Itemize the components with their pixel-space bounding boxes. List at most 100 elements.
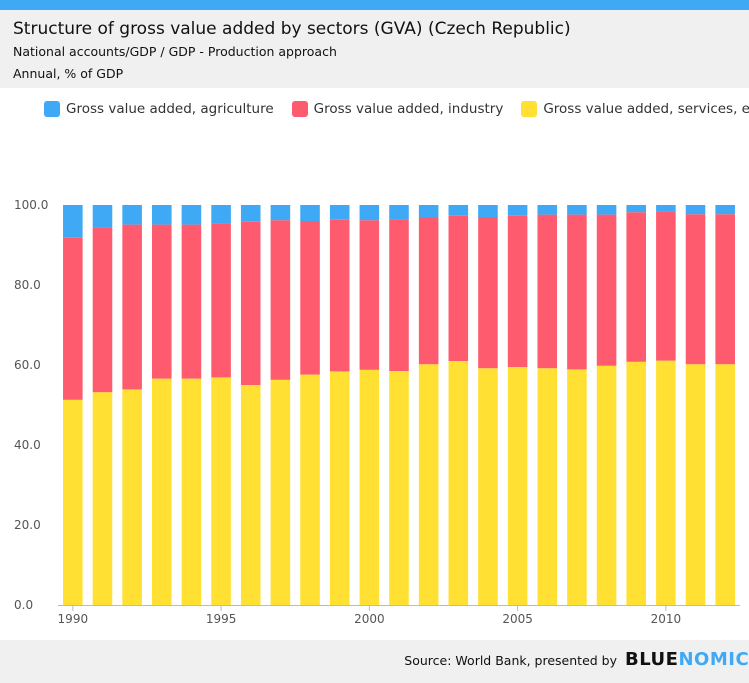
- source-credit: Source: World Bank, presented by: [404, 653, 617, 668]
- bar-services-1994[interactable]: [181, 378, 202, 605]
- bar-agriculture-2006[interactable]: [537, 205, 558, 215]
- y-tick-label: 20.0: [14, 518, 41, 532]
- bar-services-1995[interactable]: [211, 377, 231, 605]
- chart-subtitle: National accounts/GDP / GDP - Production…: [13, 44, 337, 59]
- y-tick-label: 80.0: [14, 278, 41, 292]
- bar-agriculture-1992[interactable]: [122, 205, 142, 225]
- bar-industry-1992[interactable]: [122, 224, 142, 390]
- bluenomics-logo[interactable]: BLUENOMICS: [625, 649, 749, 670]
- bar-industry-2010[interactable]: [656, 211, 676, 361]
- top-accent-bar: [0, 0, 749, 10]
- bar-agriculture-2011[interactable]: [685, 205, 706, 215]
- bar-services-1997[interactable]: [270, 379, 291, 605]
- bar-industry-2011[interactable]: [685, 214, 706, 365]
- bar-agriculture-1999[interactable]: [329, 205, 350, 220]
- chart-title: Structure of gross value added by sector…: [13, 19, 571, 39]
- bar-agriculture-2001[interactable]: [389, 205, 409, 220]
- x-tick-label: 1995: [206, 612, 237, 626]
- bar-industry-1993[interactable]: [152, 224, 172, 379]
- legend-label-industry: Gross value added, industry: [313, 101, 504, 117]
- x-tick-label: 2010: [651, 612, 682, 626]
- bar-services-2001[interactable]: [389, 371, 409, 605]
- bar-agriculture-2005[interactable]: [507, 205, 528, 216]
- bar-industry-2009[interactable]: [626, 212, 646, 362]
- bar-agriculture-2009[interactable]: [626, 205, 646, 213]
- bar-industry-1998[interactable]: [300, 221, 320, 375]
- bar-services-2006[interactable]: [537, 368, 558, 605]
- legend-swatch-industry: [291, 101, 308, 117]
- bar-services-2000[interactable]: [359, 369, 380, 605]
- bar-services-2010[interactable]: [656, 360, 676, 605]
- legend-item-services[interactable]: Gross value added, services, etc.: [521, 101, 749, 117]
- bar-agriculture-1991[interactable]: [92, 205, 113, 228]
- y-tick-label: 60.0: [14, 358, 41, 372]
- bar-agriculture-1998[interactable]: [300, 205, 320, 221]
- bar-services-1996[interactable]: [240, 385, 261, 605]
- chart-header: Structure of gross value added by sector…: [0, 10, 749, 88]
- chart-unit-subtitle: Annual, % of GDP: [13, 66, 124, 81]
- bar-industry-2008[interactable]: [596, 214, 617, 366]
- bar-industry-2006[interactable]: [537, 214, 558, 369]
- bar-agriculture-1990[interactable]: [63, 205, 83, 238]
- bar-agriculture-2007[interactable]: [567, 205, 587, 215]
- bar-services-1991[interactable]: [92, 392, 113, 605]
- bar-industry-2001[interactable]: [389, 219, 409, 371]
- bar-services-2005[interactable]: [507, 367, 528, 605]
- bar-services-2012[interactable]: [715, 364, 735, 605]
- bar-agriculture-2002[interactable]: [418, 205, 439, 217]
- y-tick-label: 0.0: [14, 598, 33, 612]
- bar-agriculture-2000[interactable]: [359, 205, 380, 221]
- chart-footer: Source: World Bank, presented by BLUENOM…: [0, 640, 749, 683]
- bar-industry-1994[interactable]: [181, 224, 202, 379]
- bar-agriculture-1997[interactable]: [270, 205, 291, 221]
- bar-agriculture-1993[interactable]: [152, 205, 172, 225]
- chart-legend: Gross value added, agriculture Gross val…: [44, 99, 749, 119]
- bar-agriculture-2004[interactable]: [478, 205, 498, 217]
- logo-part-nomics: NOMICS: [678, 649, 749, 670]
- bar-industry-1995[interactable]: [211, 223, 231, 378]
- legend-item-industry[interactable]: Gross value added, industry: [291, 101, 504, 117]
- bar-services-2011[interactable]: [685, 364, 706, 605]
- x-tick-label: 2005: [502, 612, 533, 626]
- legend-swatch-agriculture: [44, 101, 60, 117]
- bar-industry-2012[interactable]: [715, 214, 735, 365]
- bar-industry-1999[interactable]: [329, 219, 350, 372]
- bar-industry-2004[interactable]: [478, 217, 498, 369]
- bar-services-2008[interactable]: [596, 365, 617, 605]
- bar-industry-2000[interactable]: [359, 220, 380, 370]
- logo-part-blue: BLUE: [625, 649, 679, 670]
- bar-agriculture-2012[interactable]: [715, 205, 735, 215]
- bar-agriculture-2010[interactable]: [656, 205, 676, 212]
- bar-industry-1991[interactable]: [92, 227, 113, 393]
- legend-label-services: Gross value added, services, etc.: [543, 101, 749, 117]
- y-tick-label: 40.0: [14, 438, 41, 452]
- bar-agriculture-2008[interactable]: [596, 205, 617, 215]
- bar-services-1999[interactable]: [329, 371, 350, 605]
- bar-services-2002[interactable]: [418, 364, 439, 605]
- legend-swatch-services: [521, 101, 538, 117]
- bar-industry-2003[interactable]: [448, 215, 469, 361]
- bar-services-2003[interactable]: [448, 361, 469, 605]
- bar-industry-2007[interactable]: [567, 214, 587, 370]
- bar-services-2007[interactable]: [567, 369, 587, 605]
- bar-services-1993[interactable]: [152, 378, 172, 605]
- bar-services-2004[interactable]: [478, 368, 498, 605]
- bar-industry-1997[interactable]: [270, 220, 291, 380]
- bar-services-1990[interactable]: [63, 399, 83, 605]
- x-tick-label: 1990: [58, 612, 89, 626]
- bar-agriculture-1994[interactable]: [181, 205, 202, 225]
- bar-agriculture-1995[interactable]: [211, 205, 231, 224]
- bar-services-1992[interactable]: [122, 389, 142, 605]
- stacked-bar-chart: 0.0 20.0 40.0 60.0 80.0 100.0 1990 1995 2000 2005…: [14, 198, 740, 626]
- x-tick-label: 2000: [354, 612, 385, 626]
- legend-item-agriculture[interactable]: Gross value added, agriculture: [44, 101, 274, 117]
- bar-industry-2002[interactable]: [418, 217, 439, 365]
- bar-services-2009[interactable]: [626, 361, 646, 605]
- bar-agriculture-1996[interactable]: [240, 205, 261, 222]
- bar-agriculture-2003[interactable]: [448, 205, 469, 216]
- legend-label-agriculture: Gross value added, agriculture: [66, 101, 274, 117]
- bar-services-1998[interactable]: [300, 374, 320, 605]
- bar-industry-2005[interactable]: [507, 215, 528, 367]
- bar-industry-1990[interactable]: [63, 237, 83, 400]
- bar-industry-1996[interactable]: [240, 221, 261, 385]
